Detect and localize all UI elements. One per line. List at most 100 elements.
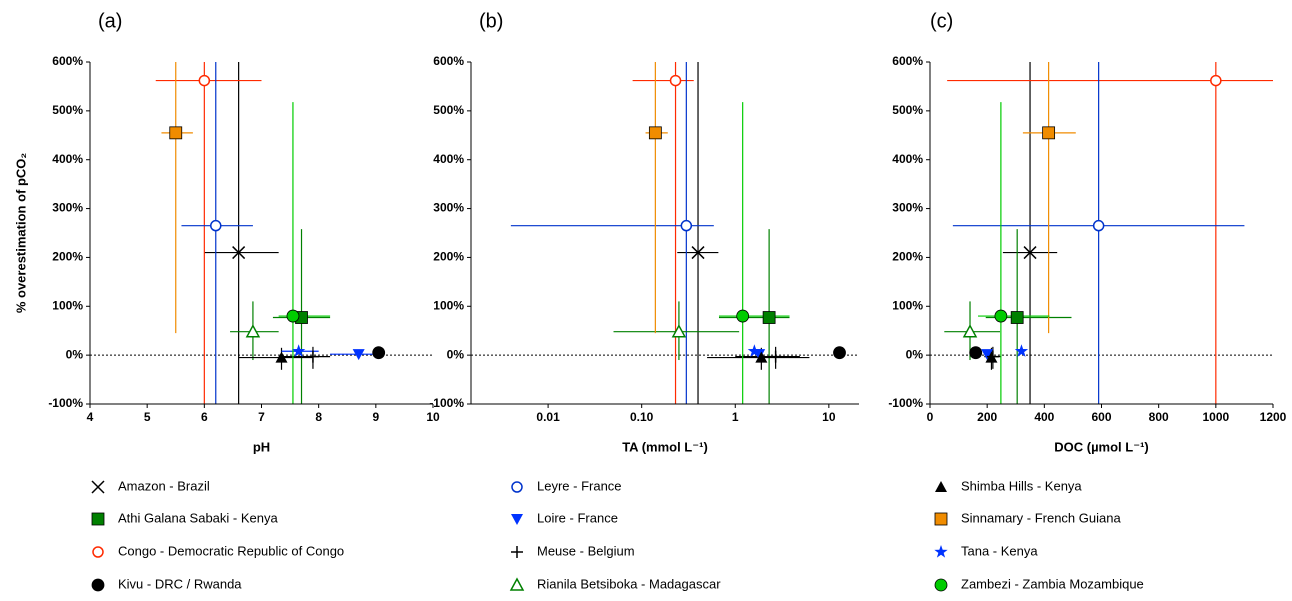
marker <box>680 219 693 232</box>
marker <box>691 246 705 260</box>
panel-title: (c) <box>930 10 953 32</box>
legend-marker <box>511 514 523 525</box>
legend-marker <box>91 578 105 592</box>
marker <box>985 351 998 363</box>
x-tick-label: 9 <box>372 410 379 424</box>
y-tick-label: 400% <box>892 152 923 166</box>
y-tick-label: 200% <box>892 250 923 264</box>
marker <box>669 74 682 87</box>
legend-label: Leyre - France <box>537 478 622 493</box>
marker <box>1210 74 1222 87</box>
x-tick-label: 400 <box>1034 410 1054 424</box>
y-tick-label: 600% <box>892 54 923 68</box>
legend-label: Amazon - Brazil <box>118 478 210 493</box>
legend-marker <box>934 578 948 592</box>
y-tick-label: 0% <box>447 347 465 361</box>
x-tick-label: 6 <box>201 410 208 424</box>
marker <box>1010 311 1024 324</box>
x-axis-label: TA (mmol L⁻¹) <box>622 439 708 454</box>
marker <box>292 344 306 357</box>
legend-label: Sinnamary - French Guiana <box>961 510 1121 525</box>
panel-title: (b) <box>479 10 503 32</box>
y-tick-label: 500% <box>892 103 923 117</box>
legend-marker <box>511 481 523 493</box>
x-tick-label: 0.10 <box>630 410 654 424</box>
legend-label: Shimba Hills - Kenya <box>961 478 1082 493</box>
marker <box>210 219 222 232</box>
legend-label: Kivu - DRC / Rwanda <box>118 576 242 591</box>
y-tick-label: 300% <box>433 201 464 215</box>
y-tick-label: 100% <box>433 298 464 312</box>
y-axis-label: % overestimation of pCO₂ <box>13 153 28 314</box>
y-tick-label: 500% <box>52 103 83 117</box>
legend-marker <box>511 546 523 558</box>
plot-area <box>510 62 846 404</box>
x-tick-label: 1200 <box>1260 410 1287 424</box>
x-tick-label: 10 <box>822 410 836 424</box>
y-tick-label: 400% <box>52 152 83 166</box>
marker <box>962 324 978 338</box>
marker <box>245 324 261 338</box>
marker <box>736 309 750 323</box>
x-tick-label: 0 <box>927 410 934 424</box>
marker <box>755 351 768 363</box>
marker <box>198 74 211 87</box>
x-tick-label: 7 <box>258 410 265 424</box>
legend-label: Rianila Betsiboka - Madagascar <box>537 576 721 591</box>
marker <box>275 351 288 363</box>
y-tick-label: 0% <box>906 347 924 361</box>
x-tick-label: 200 <box>977 410 997 424</box>
marker <box>286 309 300 323</box>
y-tick-label: 500% <box>433 103 464 117</box>
legend-marker <box>935 481 947 492</box>
y-tick-label: 400% <box>433 152 464 166</box>
y-tick-label: -100% <box>888 396 923 410</box>
legend-label: Tana - Kenya <box>961 543 1038 558</box>
marker <box>747 344 762 357</box>
marker <box>306 350 319 363</box>
marker <box>671 324 687 338</box>
legend-label: Zambezi - Zambia Mozambique <box>961 576 1144 591</box>
y-tick-label: 300% <box>52 201 83 215</box>
x-tick-label: 8 <box>315 410 322 424</box>
x-tick-label: 4 <box>87 410 94 424</box>
marker <box>1042 126 1056 140</box>
x-axis-label: pH <box>253 439 270 454</box>
legend-marker <box>91 512 105 526</box>
legend-marker <box>91 480 105 494</box>
legend-marker <box>934 512 948 526</box>
x-tick-label: 600 <box>1091 410 1111 424</box>
marker <box>1014 344 1029 357</box>
marker <box>1023 246 1037 260</box>
y-tick-label: 200% <box>433 250 464 264</box>
y-tick-label: -100% <box>48 396 83 410</box>
marker <box>1092 219 1105 232</box>
marker <box>769 350 782 363</box>
y-tick-label: 600% <box>433 54 464 68</box>
marker <box>994 309 1008 323</box>
y-tick-label: 300% <box>892 201 923 215</box>
x-tick-label: 1 <box>732 410 739 424</box>
x-tick-label: 1000 <box>1202 410 1229 424</box>
marker <box>232 246 246 260</box>
y-tick-label: 100% <box>52 298 83 312</box>
y-tick-label: 0% <box>66 347 84 361</box>
marker <box>169 126 183 140</box>
legend-label: Congo - Democratic Republic of Congo <box>118 543 344 558</box>
legend-marker <box>92 546 104 558</box>
marker <box>969 346 983 360</box>
plot-area <box>155 62 386 404</box>
plot-area <box>944 62 1273 404</box>
legend-marker <box>509 577 525 591</box>
legend-label: Loire - France <box>537 510 618 525</box>
x-tick-label: 5 <box>144 410 151 424</box>
x-tick-label: 0.01 <box>536 410 560 424</box>
legend-label: Meuse - Belgium <box>537 543 635 558</box>
y-tick-label: -100% <box>429 396 464 410</box>
x-axis-label: DOC (µmol L⁻¹) <box>1054 439 1149 454</box>
y-tick-label: 200% <box>52 250 83 264</box>
marker <box>981 349 994 361</box>
marker <box>833 346 846 360</box>
marker <box>648 126 662 140</box>
